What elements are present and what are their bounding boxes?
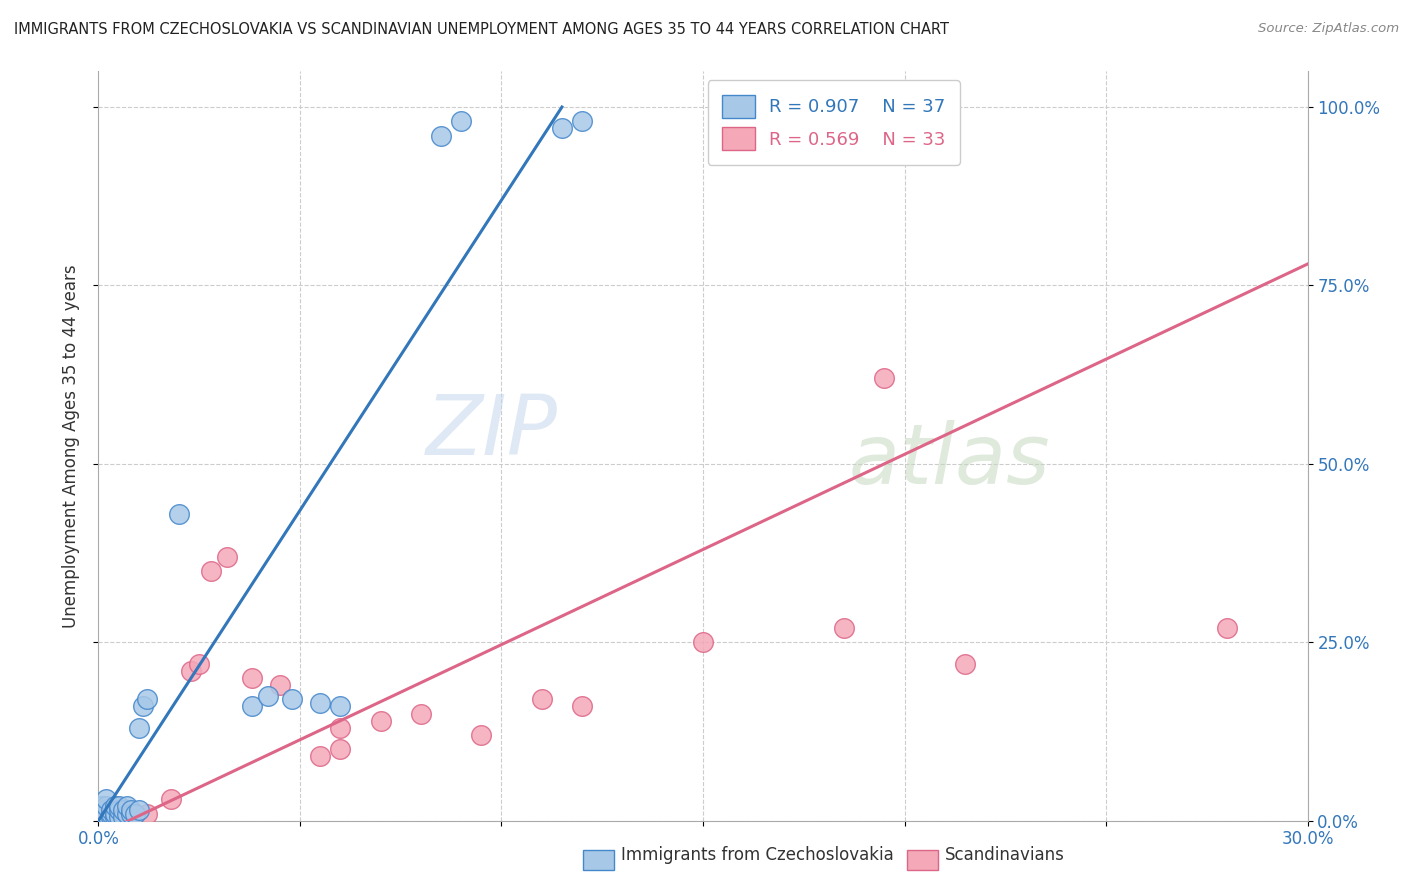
Point — [370, 714, 392, 728]
Point — [281, 692, 304, 706]
Point — [103, 799, 125, 814]
Point — [115, 799, 138, 814]
Point — [91, 810, 114, 824]
Point — [309, 696, 332, 710]
Point — [240, 699, 263, 714]
Point — [111, 803, 134, 817]
Point — [100, 803, 122, 817]
Point — [91, 806, 114, 821]
Point — [832, 621, 855, 635]
Point — [107, 803, 129, 817]
Point — [329, 721, 352, 735]
Point — [107, 810, 129, 824]
Point — [96, 803, 118, 817]
Point — [450, 114, 472, 128]
Y-axis label: Unemployment Among Ages 35 to 44 years: Unemployment Among Ages 35 to 44 years — [62, 264, 80, 628]
Point — [103, 803, 125, 817]
Text: Scandinavians: Scandinavians — [945, 847, 1064, 864]
Point — [107, 799, 129, 814]
Point — [530, 692, 553, 706]
Point — [107, 810, 129, 824]
Point — [111, 810, 134, 824]
Point — [135, 806, 157, 821]
Point — [111, 810, 134, 824]
Point — [953, 657, 976, 671]
Point — [309, 749, 332, 764]
Point — [115, 810, 138, 824]
Point — [430, 128, 453, 143]
Point — [115, 806, 138, 821]
Point — [128, 803, 150, 817]
Text: IMMIGRANTS FROM CZECHOSLOVAKIA VS SCANDINAVIAN UNEMPLOYMENT AMONG AGES 35 TO 44 : IMMIGRANTS FROM CZECHOSLOVAKIA VS SCANDI… — [14, 22, 949, 37]
Point — [120, 806, 142, 821]
Point — [91, 803, 114, 817]
Point — [217, 549, 239, 564]
Point — [96, 799, 118, 814]
Point — [100, 810, 122, 824]
Point — [103, 810, 125, 824]
Point — [124, 806, 146, 821]
Point — [167, 507, 190, 521]
Point — [120, 803, 142, 817]
Point — [96, 806, 118, 821]
Point — [128, 721, 150, 735]
Legend: R = 0.907    N = 37, R = 0.569    N = 33: R = 0.907 N = 37, R = 0.569 N = 33 — [707, 80, 960, 165]
Text: ZIP: ZIP — [426, 391, 558, 472]
Point — [470, 728, 492, 742]
Point — [100, 810, 122, 824]
Text: atlas: atlas — [848, 420, 1050, 501]
Point — [188, 657, 211, 671]
Point — [100, 806, 122, 821]
Point — [96, 810, 118, 824]
Point — [1216, 621, 1239, 635]
Point — [96, 810, 118, 824]
Point — [256, 689, 278, 703]
Point — [571, 114, 593, 128]
Point — [329, 699, 352, 714]
Point — [571, 699, 593, 714]
Point — [135, 692, 157, 706]
Point — [692, 635, 714, 649]
Point — [200, 564, 222, 578]
Point — [132, 699, 155, 714]
Point — [240, 671, 263, 685]
Point — [329, 742, 352, 756]
Point — [103, 810, 125, 824]
Point — [873, 371, 896, 385]
Point — [120, 810, 142, 824]
Point — [96, 792, 118, 806]
Point — [100, 806, 122, 821]
Point — [91, 806, 114, 821]
Point — [103, 806, 125, 821]
Point — [180, 664, 202, 678]
Point — [269, 678, 291, 692]
Text: Immigrants from Czechoslovakia: Immigrants from Czechoslovakia — [621, 847, 894, 864]
Point — [551, 121, 574, 136]
Point — [91, 799, 114, 814]
Point — [160, 792, 183, 806]
Point — [409, 706, 432, 721]
Text: Source: ZipAtlas.com: Source: ZipAtlas.com — [1258, 22, 1399, 36]
